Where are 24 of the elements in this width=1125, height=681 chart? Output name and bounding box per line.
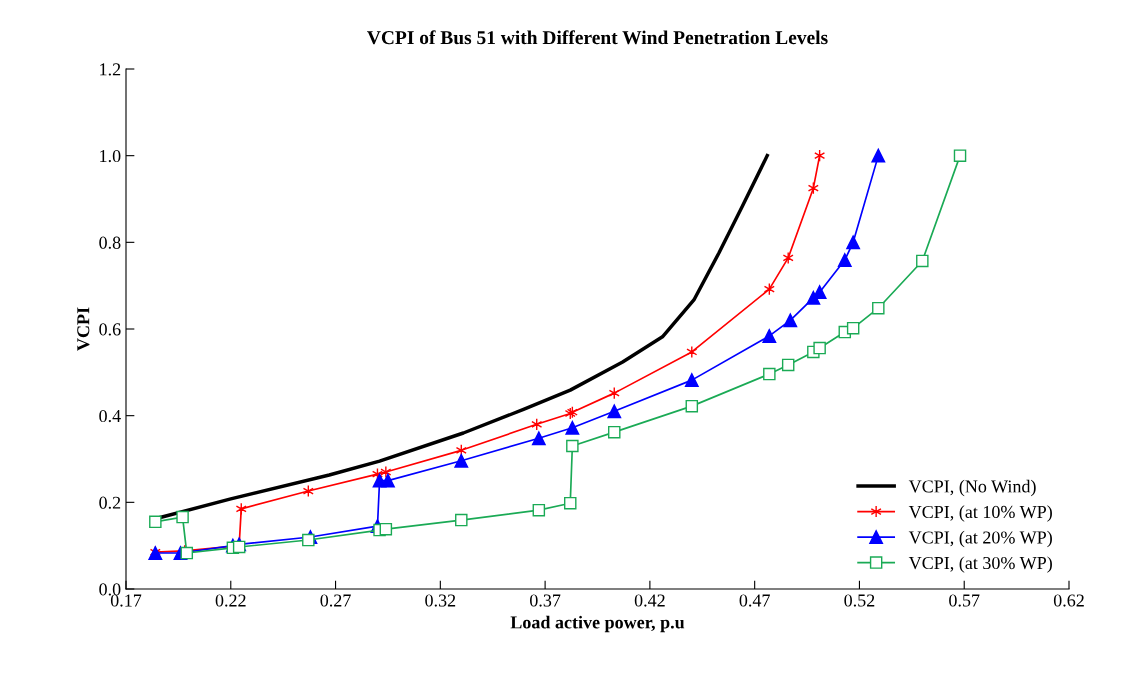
x-tick-label: 0.17 <box>110 594 142 607</box>
chart-title: VCPI of Bus 51 with Different Wind Penetration Levels <box>367 30 828 45</box>
y-tick-label: 1.0 <box>100 149 121 163</box>
x-tick-label: 0.27 <box>320 594 351 607</box>
y-axis-title: VCPI <box>77 307 90 351</box>
x-tick-label: 0.52 <box>844 594 875 607</box>
y-tick-label: 0.4 <box>99 409 121 423</box>
legend-label: VCPI, (at 30% WP) <box>908 556 1052 573</box>
legend-label: VCPI, (at 20% WP) <box>908 530 1052 548</box>
x-tick-label: 0.62 <box>1053 594 1084 607</box>
y-tick-label: 0.2 <box>99 496 121 509</box>
x-tick-label: 0.47 <box>739 594 770 607</box>
x-axis-title: Load active power, p.u <box>510 615 685 633</box>
y-tick-label: 0.8 <box>99 236 121 249</box>
y-tick-label: 1.2 <box>100 63 121 76</box>
x-tick-label: 0.37 <box>530 594 561 607</box>
legend-label: VCPI, (at 10% WP) <box>908 505 1052 522</box>
legend-label: VCPI, (No Wind) <box>908 479 1036 497</box>
x-tick-label: 0.22 <box>215 594 246 607</box>
x-tick-label: 0.32 <box>425 594 456 607</box>
x-tick-label: 0.57 <box>949 594 980 607</box>
y-tick-label: 0.0 <box>99 583 121 596</box>
y-tick-label: 0.6 <box>99 323 121 336</box>
x-tick-label: 0.42 <box>634 594 665 607</box>
